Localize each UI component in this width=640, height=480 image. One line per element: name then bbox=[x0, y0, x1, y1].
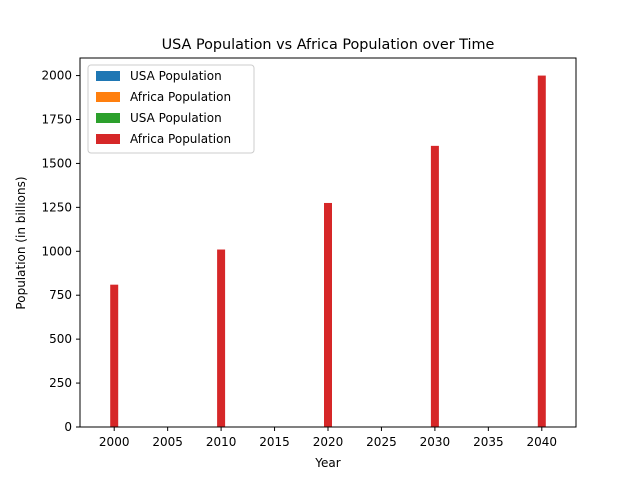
bar-series-4-2010 bbox=[217, 249, 226, 427]
legend-box bbox=[87, 64, 255, 154]
legend-label: Africa Population bbox=[130, 90, 231, 104]
bar-series-4-2020 bbox=[324, 202, 332, 427]
y-tick-label: 1250 bbox=[41, 200, 72, 214]
y-axis: 0 250 500 750 1000 1250 1500 1750 2000 bbox=[41, 69, 80, 434]
x-axis-label: Year bbox=[314, 456, 340, 470]
chart-title: USA Population vs Africa Population over… bbox=[162, 37, 495, 53]
x-tick-label: 2040 bbox=[527, 435, 558, 449]
y-tick-label: 1000 bbox=[41, 244, 72, 258]
x-axis: 2000 2005 2010 2015 2020 2025 2030 2035 2040 bbox=[99, 427, 557, 449]
y-tick-label: 0 bbox=[64, 420, 72, 434]
legend: USA Population Africa Population USA Popul… bbox=[87, 64, 255, 154]
x-tick-label: 2035 bbox=[473, 435, 504, 449]
x-tick-label: 2015 bbox=[259, 435, 290, 449]
y-tick-label: 750 bbox=[49, 288, 72, 302]
x-tick-label: 2010 bbox=[206, 435, 237, 449]
bar-series-4-2030 bbox=[430, 145, 439, 427]
legend-swatch bbox=[96, 113, 120, 123]
y-tick-label: 500 bbox=[49, 332, 72, 346]
bar-series-4-2000 bbox=[110, 284, 119, 427]
legend-swatch bbox=[96, 134, 120, 144]
x-tick-label: 2030 bbox=[420, 435, 451, 449]
y-tick-label: 2000 bbox=[41, 69, 72, 83]
y-tick-label: 1500 bbox=[41, 156, 72, 170]
bar-series-4-2040 bbox=[537, 75, 546, 428]
y-tick-label: 1750 bbox=[41, 113, 72, 127]
y-axis-label: Population (in billions) bbox=[14, 176, 28, 309]
x-tick-label: 2020 bbox=[313, 435, 344, 449]
x-tick-label: 2025 bbox=[366, 435, 397, 449]
y-tick-label: 250 bbox=[49, 376, 72, 390]
legend-swatch bbox=[96, 71, 120, 81]
legend-swatch bbox=[96, 92, 120, 102]
legend-label: USA Population bbox=[130, 111, 222, 125]
legend-label: USA Population bbox=[130, 69, 222, 83]
x-tick-label: 2005 bbox=[152, 435, 183, 449]
x-tick-label: 2000 bbox=[99, 435, 130, 449]
legend-label: Africa Population bbox=[130, 132, 231, 146]
